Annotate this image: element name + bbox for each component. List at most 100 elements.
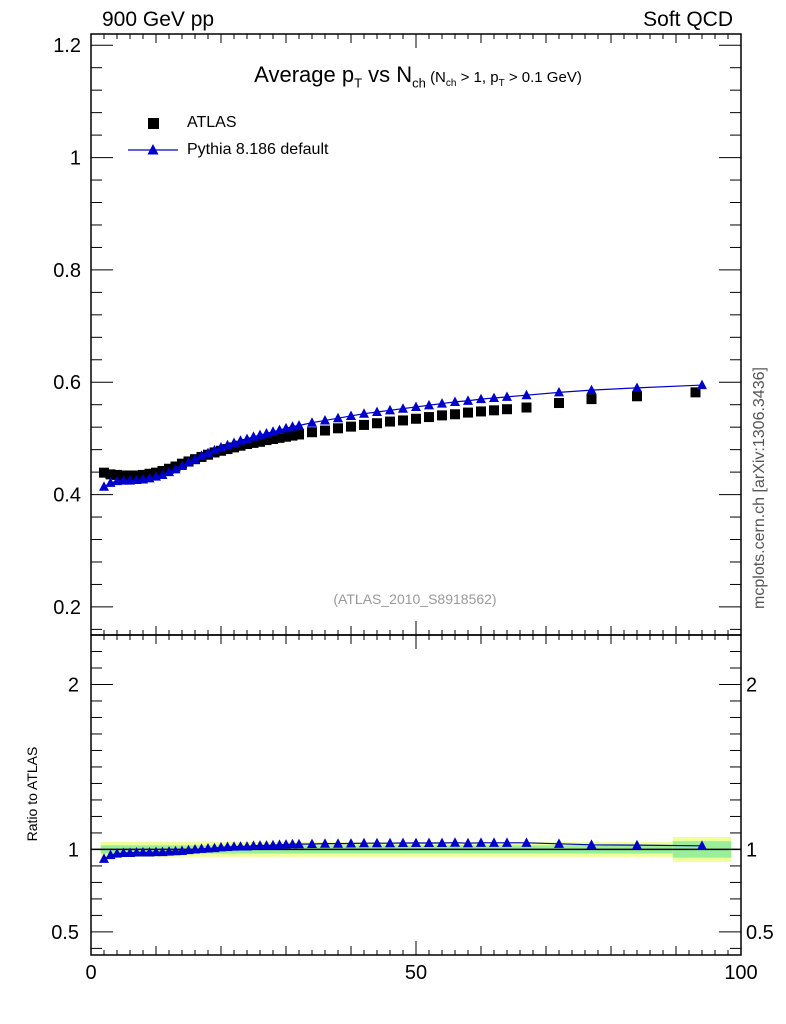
title-cond-mid: > 1, p bbox=[456, 69, 499, 86]
pythia-ratio-point bbox=[131, 847, 142, 857]
pythia-ratio-point bbox=[287, 838, 298, 849]
main-y-tick-label: 0.8 bbox=[53, 260, 81, 282]
pythia-point bbox=[320, 415, 330, 425]
ratio-y-tick-label-right: 1 bbox=[746, 839, 757, 861]
atlas-data-point bbox=[372, 418, 382, 429]
pythia-point bbox=[177, 460, 187, 470]
main-panel: 0.2 0.4 0.6 0.8 1 1.2 bbox=[53, 33, 742, 636]
atlas-data-point bbox=[105, 469, 116, 480]
pythia-point bbox=[697, 379, 707, 390]
legend-atlas-marker bbox=[148, 118, 159, 129]
pythia-point bbox=[398, 403, 408, 413]
atlas-data-point bbox=[690, 387, 701, 398]
main-y-tick-label: 1.2 bbox=[53, 35, 81, 57]
pythia-ratio-point bbox=[489, 837, 499, 847]
atlas-data-point bbox=[502, 404, 512, 415]
atlas-data-point bbox=[320, 425, 330, 436]
pythia-point bbox=[157, 469, 168, 479]
atlas-data-point bbox=[437, 410, 447, 421]
pythia-ratio-point bbox=[476, 837, 486, 847]
pythia-ratio-point bbox=[424, 837, 434, 848]
atlas-data-point bbox=[294, 429, 304, 440]
atlas-data-point bbox=[554, 398, 564, 409]
title-cond-sub2: T bbox=[498, 78, 505, 89]
pythia-point bbox=[333, 412, 343, 423]
title-cond-sub1: ch bbox=[445, 78, 457, 89]
pythia-ratio-point bbox=[196, 843, 207, 853]
title-cond-close: > 0.1 GeV) bbox=[504, 69, 582, 86]
pythia-point bbox=[203, 447, 213, 458]
atlas-data-point bbox=[229, 442, 239, 453]
atlas-data-point bbox=[424, 412, 434, 423]
pythia-point bbox=[424, 399, 434, 410]
side-watermark-label: mcplots.cern.ch [arXiv:1306.3436] bbox=[751, 367, 768, 609]
pythia-point bbox=[476, 393, 486, 404]
pythia-ratio-point bbox=[411, 837, 421, 848]
pythia-point bbox=[164, 466, 174, 477]
ratio-frame bbox=[90, 634, 742, 956]
atlas-data-point bbox=[398, 415, 408, 426]
pythia-point bbox=[586, 384, 597, 395]
pythia-ratio-point bbox=[333, 838, 343, 848]
atlas-data-point bbox=[632, 391, 642, 402]
pythia-ratio-point bbox=[222, 841, 233, 852]
pythia-point bbox=[307, 417, 317, 427]
atlas-data-point bbox=[333, 423, 343, 434]
ratio-panel: 0.5 0.5 1 1 2 2 0 50 100 bbox=[51, 634, 774, 984]
ratio-y-axis-label: Ratio to ATLAS bbox=[24, 746, 40, 842]
pythia-ratio-point bbox=[346, 838, 356, 848]
pythia-ratio-point bbox=[697, 840, 707, 850]
title-main-sub: T bbox=[354, 75, 363, 91]
pythia-point bbox=[437, 398, 447, 408]
atlas-data-point bbox=[261, 435, 272, 446]
atlas-data-point bbox=[463, 407, 473, 418]
pythia-ratio-point bbox=[144, 847, 155, 857]
title-cond-open: (N bbox=[425, 69, 446, 86]
atlas-data-point bbox=[489, 405, 499, 416]
pythia-point bbox=[190, 453, 200, 464]
pythia-ratio-point bbox=[118, 847, 129, 857]
pythia-point bbox=[372, 406, 382, 417]
pythia-ratio-point bbox=[151, 846, 161, 857]
x-tick-label: 0 bbox=[85, 962, 96, 984]
atlas-data-point bbox=[586, 394, 597, 405]
atlas-data-point bbox=[99, 467, 109, 478]
main-y-tick-label: 0.2 bbox=[53, 597, 81, 619]
pythia-ratio-point bbox=[372, 837, 382, 848]
ratio-y-tick-label: 1 bbox=[68, 839, 79, 861]
pythia-ratio-point bbox=[632, 839, 642, 850]
pythia-ratio-point bbox=[248, 840, 259, 850]
pythia-ratio-point bbox=[229, 841, 239, 851]
pythia-ratio-point bbox=[554, 838, 564, 848]
atlas-data-point bbox=[248, 437, 259, 448]
pythia-ratio-point bbox=[170, 845, 181, 856]
pythia-ratio-point bbox=[502, 837, 512, 847]
pythia-ratio-point bbox=[307, 838, 317, 849]
pythia-point bbox=[170, 463, 181, 474]
ratio-y-tick-label: 0.5 bbox=[51, 922, 79, 944]
pythia-point bbox=[346, 410, 356, 420]
pythia-ratio-point bbox=[463, 837, 473, 848]
pythia-ratio-point bbox=[235, 841, 246, 851]
pythia-point bbox=[385, 404, 395, 415]
pythia-point bbox=[183, 457, 194, 467]
atlas-data-point bbox=[281, 431, 291, 442]
pythia-ratio-point bbox=[138, 847, 148, 857]
pythia-point bbox=[450, 396, 460, 406]
main-y-tick-label: 1 bbox=[70, 148, 81, 170]
pythia-point bbox=[359, 408, 369, 418]
atlas-data-point bbox=[450, 409, 460, 420]
atlas-data-point bbox=[476, 406, 486, 417]
title-condition: (Nch > 1, pT > 0.1 GeV) bbox=[425, 69, 582, 89]
pythia-ratio-point bbox=[255, 840, 265, 850]
title-vs: vs N bbox=[362, 62, 413, 87]
pythia-point bbox=[411, 401, 421, 412]
pythia-point bbox=[99, 481, 109, 491]
pythia-point bbox=[554, 386, 564, 397]
ratio-y-tick-label: 2 bbox=[68, 674, 79, 696]
legend-pythia-marker bbox=[147, 144, 159, 155]
pythia-point bbox=[502, 391, 512, 401]
pythia-ratio-point bbox=[294, 838, 304, 849]
atlas-data-point bbox=[287, 430, 298, 441]
